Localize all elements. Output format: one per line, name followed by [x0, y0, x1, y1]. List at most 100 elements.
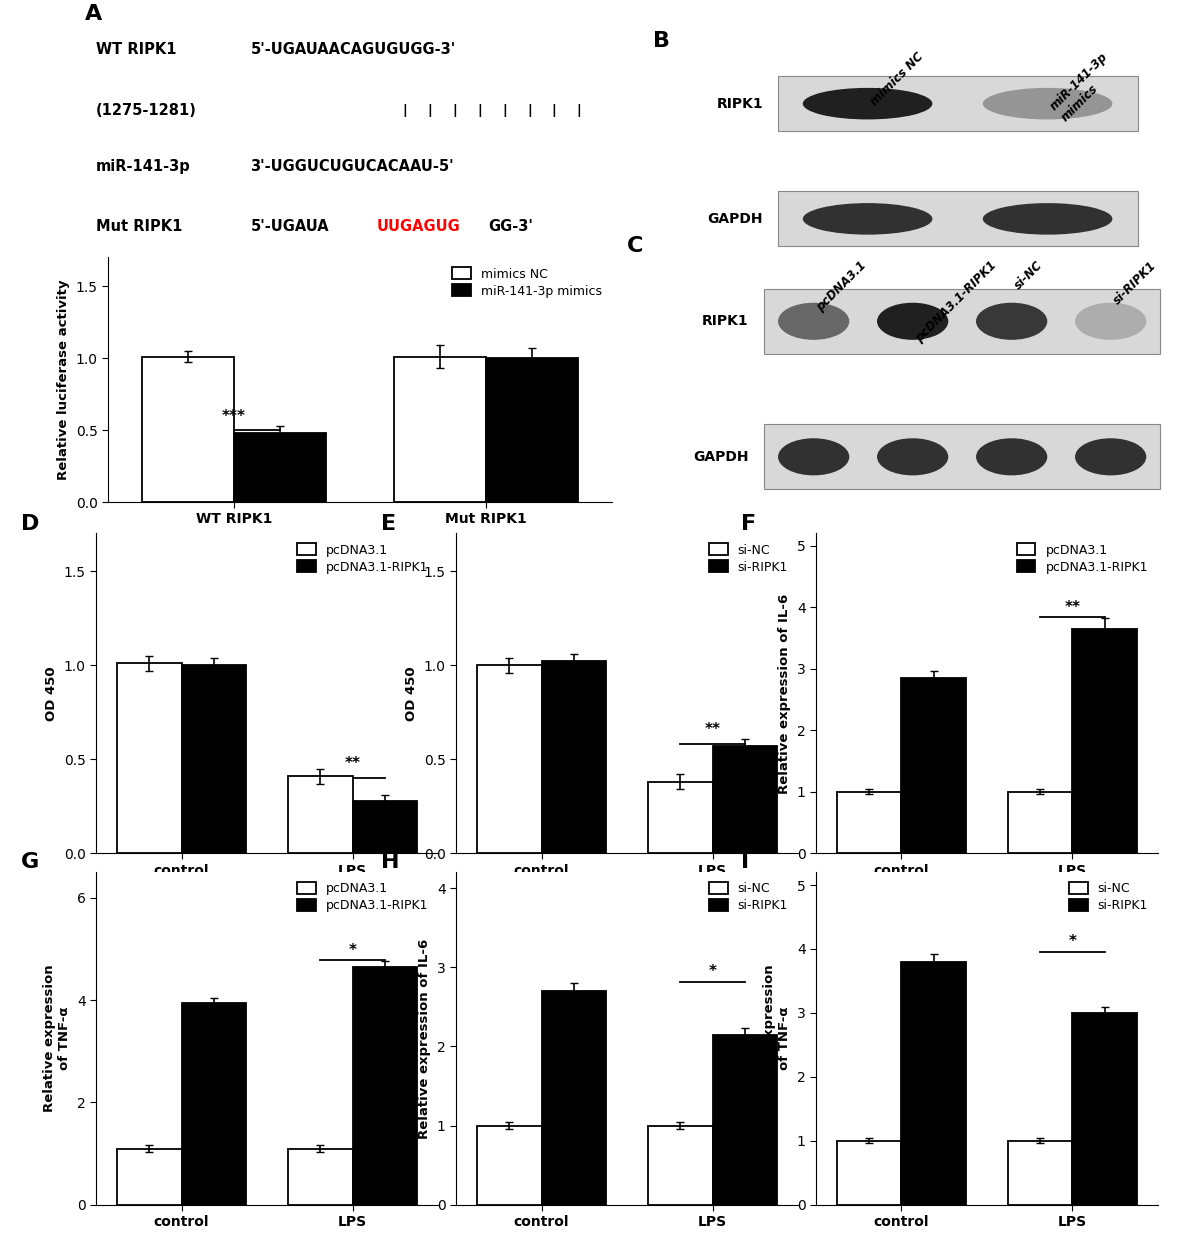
Bar: [901, 678, 966, 853]
Text: miR-141-3p
mimics: miR-141-3p mimics: [1048, 50, 1121, 124]
Ellipse shape: [778, 302, 850, 340]
Text: **: **: [344, 756, 360, 771]
Text: *: *: [348, 944, 356, 958]
Text: A: A: [85, 4, 102, 24]
Bar: [713, 1034, 776, 1205]
Bar: [181, 1003, 246, 1205]
Y-axis label: OD 450: OD 450: [406, 666, 418, 720]
Y-axis label: Relative expression
of TNF-α: Relative expression of TNF-α: [43, 965, 71, 1112]
Ellipse shape: [983, 88, 1112, 119]
Text: |: |: [576, 104, 582, 117]
FancyBboxPatch shape: [764, 424, 1160, 489]
Bar: [486, 358, 578, 502]
Text: |: |: [527, 104, 532, 117]
Text: |: |: [427, 104, 432, 117]
Y-axis label: OD 450: OD 450: [46, 666, 58, 720]
Legend: pcDNA3.1, pcDNA3.1-RIPK1: pcDNA3.1, pcDNA3.1-RIPK1: [293, 540, 432, 577]
Text: |: |: [452, 104, 457, 117]
Text: (1275-1281): (1275-1281): [96, 103, 197, 118]
Text: D: D: [20, 515, 40, 535]
Text: UUGAGUG: UUGAGUG: [377, 218, 460, 233]
Bar: [478, 1126, 541, 1205]
Bar: [838, 1141, 901, 1205]
Y-axis label: Relative expression of IL-6: Relative expression of IL-6: [418, 939, 431, 1138]
Bar: [181, 665, 246, 853]
Text: |: |: [478, 104, 482, 117]
Bar: [648, 1126, 713, 1205]
Text: E: E: [380, 515, 396, 535]
Ellipse shape: [976, 438, 1048, 476]
Ellipse shape: [778, 438, 850, 476]
Text: pcDNA3.1: pcDNA3.1: [814, 259, 869, 314]
Bar: [288, 1148, 353, 1205]
Text: G: G: [20, 852, 40, 872]
Bar: [1073, 629, 1136, 853]
Ellipse shape: [983, 203, 1112, 235]
Text: **: **: [1064, 600, 1080, 615]
Text: WT RIPK1: WT RIPK1: [96, 43, 176, 58]
Text: H: H: [380, 852, 400, 872]
Text: RIPK1: RIPK1: [702, 314, 749, 329]
Legend: pcDNA3.1, pcDNA3.1-RIPK1: pcDNA3.1, pcDNA3.1-RIPK1: [1013, 540, 1152, 577]
Text: 3'-UGGUCUGUCACAAU-5': 3'-UGGUCUGUCACAAU-5': [251, 158, 454, 173]
Text: *: *: [1068, 934, 1076, 949]
Text: GAPDH: GAPDH: [692, 449, 749, 464]
Bar: [1008, 1141, 1073, 1205]
Bar: [541, 991, 606, 1205]
Text: Mut RIPK1: Mut RIPK1: [96, 218, 182, 233]
Bar: [838, 792, 901, 853]
Text: si-RIPK1: si-RIPK1: [1111, 259, 1159, 306]
Text: |: |: [502, 104, 506, 117]
Bar: [118, 1148, 181, 1205]
Bar: [1008, 792, 1073, 853]
Ellipse shape: [1075, 438, 1146, 476]
Text: B: B: [653, 31, 670, 51]
Bar: [713, 745, 776, 853]
Text: GG-3': GG-3': [488, 218, 533, 233]
Ellipse shape: [803, 88, 932, 119]
Text: |: |: [403, 104, 408, 117]
Legend: mimics NC, miR-141-3p mimics: mimics NC, miR-141-3p mimics: [449, 264, 606, 301]
Bar: [541, 661, 606, 853]
Bar: [142, 356, 234, 502]
Text: si-NC: si-NC: [1012, 259, 1045, 292]
Bar: [353, 801, 416, 853]
Ellipse shape: [877, 302, 948, 340]
Text: mimics NC: mimics NC: [868, 50, 925, 108]
Text: GAPDH: GAPDH: [708, 212, 763, 226]
Bar: [648, 782, 713, 853]
Text: I: I: [740, 852, 749, 872]
Bar: [234, 433, 326, 502]
Bar: [1073, 1013, 1136, 1205]
FancyBboxPatch shape: [764, 289, 1160, 354]
FancyBboxPatch shape: [778, 77, 1138, 132]
Text: 5'-UGAUAACAGUGUGG-3': 5'-UGAUAACAGUGUGG-3': [251, 43, 456, 58]
Text: C: C: [626, 236, 643, 256]
Bar: [353, 966, 416, 1205]
Text: |: |: [552, 104, 557, 117]
Y-axis label: Relative luciferase activity: Relative luciferase activity: [58, 280, 70, 479]
Bar: [118, 663, 181, 853]
Bar: [394, 356, 486, 502]
Legend: si-NC, si-RIPK1: si-NC, si-RIPK1: [706, 540, 792, 577]
Y-axis label: Relative expression of IL-6: Relative expression of IL-6: [778, 594, 791, 793]
Text: miR-141-3p: miR-141-3p: [96, 158, 191, 173]
Legend: si-NC, si-RIPK1: si-NC, si-RIPK1: [1066, 878, 1152, 916]
Ellipse shape: [1075, 302, 1146, 340]
Ellipse shape: [877, 438, 948, 476]
Text: ***: ***: [222, 409, 246, 424]
Text: **: **: [704, 722, 720, 737]
Ellipse shape: [803, 203, 932, 235]
Legend: pcDNA3.1, pcDNA3.1-RIPK1: pcDNA3.1, pcDNA3.1-RIPK1: [293, 878, 432, 916]
Text: *: *: [708, 964, 716, 979]
Bar: [288, 776, 353, 853]
Bar: [478, 665, 541, 853]
Text: F: F: [740, 515, 756, 535]
Y-axis label: Relative expression
of TNF-α: Relative expression of TNF-α: [763, 965, 791, 1112]
FancyBboxPatch shape: [778, 191, 1138, 246]
Text: pcDNA3.1-RIPK1: pcDNA3.1-RIPK1: [913, 259, 998, 345]
Ellipse shape: [976, 302, 1048, 340]
Bar: [901, 961, 966, 1205]
Text: 5'-UGAUA: 5'-UGAUA: [251, 218, 329, 233]
Text: RIPK1: RIPK1: [716, 97, 763, 110]
